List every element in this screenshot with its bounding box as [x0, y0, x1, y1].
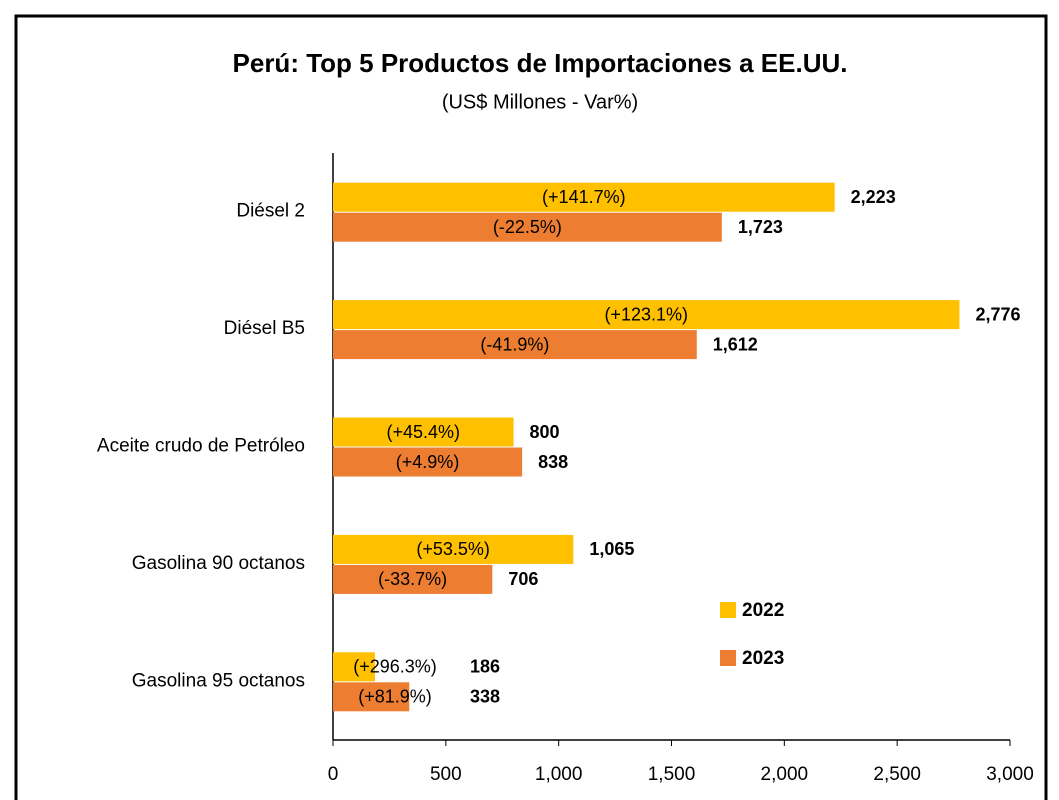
- x-tick-label: 2,500: [873, 764, 921, 785]
- chart-subtitle: (US$ Millones - Var%): [442, 91, 638, 113]
- bar-annotation: (+141.7%): [542, 187, 626, 207]
- chart-title: Perú: Top 5 Productos de Importaciones a…: [233, 48, 848, 78]
- y-tick-label: Diésel B5: [224, 318, 305, 339]
- bar-annotation: (+81.9%): [358, 687, 432, 707]
- bar-annotation: (-33.7%): [378, 569, 447, 589]
- bar: [333, 182, 835, 212]
- bar: [333, 417, 514, 447]
- bar-annotation: (+296.3%): [353, 657, 437, 677]
- legend-label: 2023: [742, 648, 784, 669]
- bar-annotation: (+4.9%): [396, 452, 460, 472]
- frame: [14, 14, 1048, 800]
- x-tick-label: 1,500: [648, 764, 696, 785]
- value-label: 186: [470, 657, 500, 677]
- bar: [333, 564, 493, 594]
- value-label: 1,612: [713, 334, 758, 354]
- value-label: 706: [508, 569, 538, 589]
- value-label: 1,065: [589, 539, 634, 559]
- bar: [333, 534, 574, 564]
- x-tick-label: 1,000: [535, 764, 583, 785]
- legend-label: 2022: [742, 600, 784, 621]
- bar: [333, 447, 523, 477]
- bar-annotation: (-41.9%): [480, 334, 549, 354]
- bar: [333, 652, 375, 682]
- value-label: 338: [470, 687, 500, 707]
- value-label: 1,723: [738, 217, 783, 237]
- x-tick-label: 500: [430, 764, 462, 785]
- bar: [333, 682, 410, 712]
- value-label: 800: [530, 422, 560, 442]
- value-label: 838: [538, 452, 568, 472]
- bar: [333, 330, 697, 360]
- y-tick-label: Diésel 2: [236, 201, 305, 222]
- x-tick-label: 3,000: [986, 764, 1034, 785]
- y-tick-label: Aceite crudo de Petróleo: [97, 436, 305, 457]
- y-tick-label: Gasolina 95 octanos: [132, 670, 305, 691]
- y-tick-label: Gasolina 90 octanos: [132, 553, 305, 574]
- legend-swatch: [720, 602, 736, 618]
- bar-annotation: (+53.5%): [416, 539, 490, 559]
- bar: [333, 212, 722, 242]
- x-tick-label: 0: [328, 764, 339, 785]
- x-tick-label: 2,000: [761, 764, 809, 785]
- legend-swatch: [720, 650, 736, 666]
- bar-annotation: (+123.1%): [604, 304, 688, 324]
- bar-annotation: (+45.4%): [386, 422, 460, 442]
- value-label: 2,776: [975, 304, 1020, 324]
- bar-annotation: (-22.5%): [493, 217, 562, 237]
- value-label: 2,223: [851, 187, 896, 207]
- bar: [333, 300, 960, 330]
